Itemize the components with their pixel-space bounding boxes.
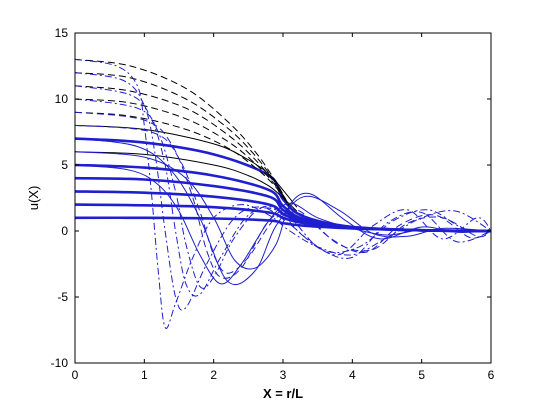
series-line-20 (75, 98, 491, 289)
series-line-10 (75, 98, 291, 208)
y-tick-label: -5 (57, 290, 68, 304)
series-layer (75, 58, 491, 329)
x-tick-label: 5 (418, 368, 425, 382)
x-tick-label: 1 (141, 368, 148, 382)
x-axis-label: X = r/L (263, 386, 303, 401)
series-line-22 (75, 124, 491, 274)
series-line-13 (75, 58, 291, 208)
y-tick-label: 0 (61, 224, 68, 238)
x-tick-label: 2 (210, 368, 217, 382)
series-line-12 (75, 72, 291, 208)
x-tick-label: 3 (280, 368, 287, 382)
series-line-9 (75, 111, 291, 208)
y-tick-label: 15 (55, 26, 69, 40)
y-tick-label: -10 (51, 356, 69, 370)
series-line-8 (75, 124, 298, 208)
y-tick-label: 5 (61, 158, 68, 172)
y-tick-label: 10 (55, 92, 69, 106)
x-tick-label: 0 (72, 368, 79, 382)
series-line-14 (75, 164, 491, 285)
tick-layer: 0 1 2 3 4 5 6 -10 -5 0 5 10 15 (51, 26, 495, 382)
series-line-7 (75, 151, 298, 212)
series-line-18 (75, 72, 491, 311)
series-line-17 (75, 58, 491, 329)
series-line-19 (75, 85, 491, 297)
y-axis-label: u(X) (26, 186, 41, 211)
series-line-11 (75, 85, 291, 208)
x-tick-label: 4 (349, 368, 356, 382)
x-tick-label: 6 (488, 368, 495, 382)
series-line-15 (75, 138, 491, 286)
